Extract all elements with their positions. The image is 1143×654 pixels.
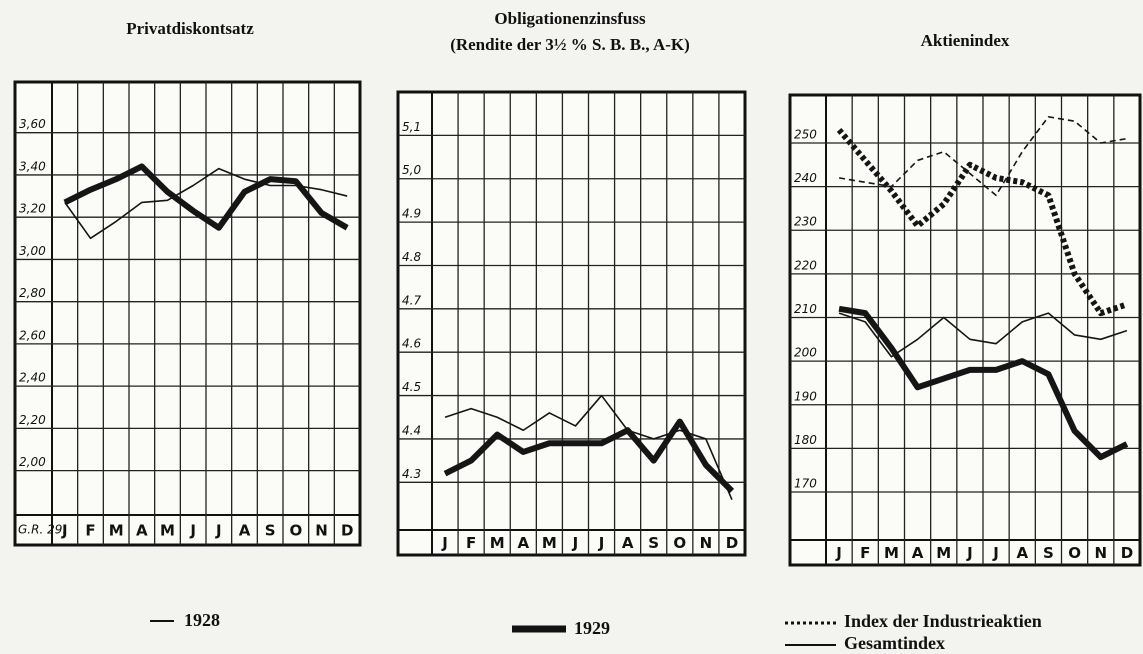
legend-label: Index der Industrieaktien — [844, 611, 1042, 631]
y-tick-label: 180 — [794, 433, 817, 447]
x-tick-label: O — [289, 522, 302, 540]
x-tick-label: F — [85, 522, 95, 540]
y-tick-label: 190 — [794, 389, 817, 403]
x-tick-label: J — [966, 544, 973, 562]
series-line — [443, 418, 735, 494]
x-tick-label: J — [835, 544, 842, 562]
x-tick-label: J — [441, 534, 448, 552]
x-tick-label: S — [265, 522, 276, 540]
legend-label: 1929 — [574, 618, 610, 638]
x-tick-label: M — [109, 522, 124, 540]
y-tick-label: 220 — [794, 258, 817, 272]
y-tick-label: 3,60 — [19, 117, 46, 131]
y-tick-label: 4.4 — [402, 423, 421, 437]
x-tick-label: S — [1043, 544, 1054, 562]
series-line — [838, 312, 1128, 358]
chart-title: Obligationenzinsfuss — [494, 9, 646, 28]
y-tick-label: 200 — [794, 346, 817, 360]
y-tick-label: 4.9 — [402, 207, 421, 221]
x-tick-label: D — [1121, 544, 1133, 562]
series-line — [838, 305, 1129, 461]
y-tick-label: 5,1 — [402, 120, 421, 134]
chart-title: Privatdiskontsatz — [126, 19, 254, 38]
x-tick-label: A — [517, 534, 529, 552]
x-tick-label: O — [1068, 544, 1081, 562]
x-tick-label: J — [189, 522, 196, 540]
legend-label: 1928 — [184, 610, 220, 630]
series-line — [63, 163, 349, 231]
x-tick-label: J — [61, 522, 68, 540]
x-tick-label: O — [673, 534, 686, 552]
x-tick-label: D — [341, 522, 353, 540]
x-tick-label: J — [215, 522, 222, 540]
y-tick-label: 4.8 — [402, 250, 421, 264]
x-tick-label: S — [648, 534, 659, 552]
x-tick-label: N — [1094, 544, 1107, 562]
y-tick-label: 2,80 — [19, 286, 46, 300]
plot-frame — [396, 90, 747, 557]
y-tick-label: 3,40 — [19, 159, 46, 173]
y-tick-label: 2,60 — [19, 328, 46, 342]
x-tick-label: F — [860, 544, 870, 562]
x-tick-label: A — [912, 544, 924, 562]
x-tick-label: M — [542, 534, 557, 552]
x-tick-label: D — [726, 534, 738, 552]
y-tick-label: 250 — [794, 127, 817, 141]
legend-label: Gesamtindex — [844, 633, 945, 653]
annotation: G.R. 29. — [18, 523, 66, 537]
y-tick-label: 2,00 — [19, 455, 46, 469]
y-tick-label: 170 — [794, 477, 817, 491]
plot-frame — [788, 93, 1142, 567]
y-tick-label: 3,20 — [19, 202, 46, 216]
x-tick-label: A — [239, 522, 251, 540]
y-tick-label: 4.5 — [402, 380, 421, 394]
y-tick-label: 4.3 — [402, 467, 421, 481]
chart-title: Aktienindex — [921, 31, 1010, 50]
x-tick-label: N — [700, 534, 713, 552]
x-tick-label: J — [572, 534, 579, 552]
chart-subtitle: (Rendite der 3½ % S. B. B., A-K) — [450, 35, 690, 54]
y-tick-label: 4.6 — [402, 337, 421, 351]
x-tick-label: M — [490, 534, 505, 552]
x-tick-label: J — [598, 534, 605, 552]
x-tick-label: M — [936, 544, 951, 562]
y-tick-label: 3,00 — [19, 244, 46, 258]
y-tick-label: 210 — [794, 302, 817, 316]
x-tick-label: F — [466, 534, 476, 552]
plot-frame — [13, 80, 362, 547]
series-line — [838, 116, 1128, 197]
x-tick-label: A — [136, 522, 148, 540]
y-tick-label: 2,40 — [19, 371, 46, 385]
x-tick-label: M — [884, 544, 899, 562]
y-tick-label: 2,20 — [19, 413, 46, 427]
y-tick-label: 4.7 — [402, 293, 421, 307]
x-tick-label: N — [315, 522, 328, 540]
x-tick-label: A — [622, 534, 634, 552]
y-tick-label: 230 — [794, 215, 817, 229]
y-tick-label: 240 — [794, 171, 817, 185]
series-line — [836, 127, 1128, 317]
x-tick-label: A — [1016, 544, 1028, 562]
x-tick-label: M — [160, 522, 175, 540]
x-tick-label: J — [992, 544, 999, 562]
y-tick-label: 5,0 — [402, 163, 421, 177]
